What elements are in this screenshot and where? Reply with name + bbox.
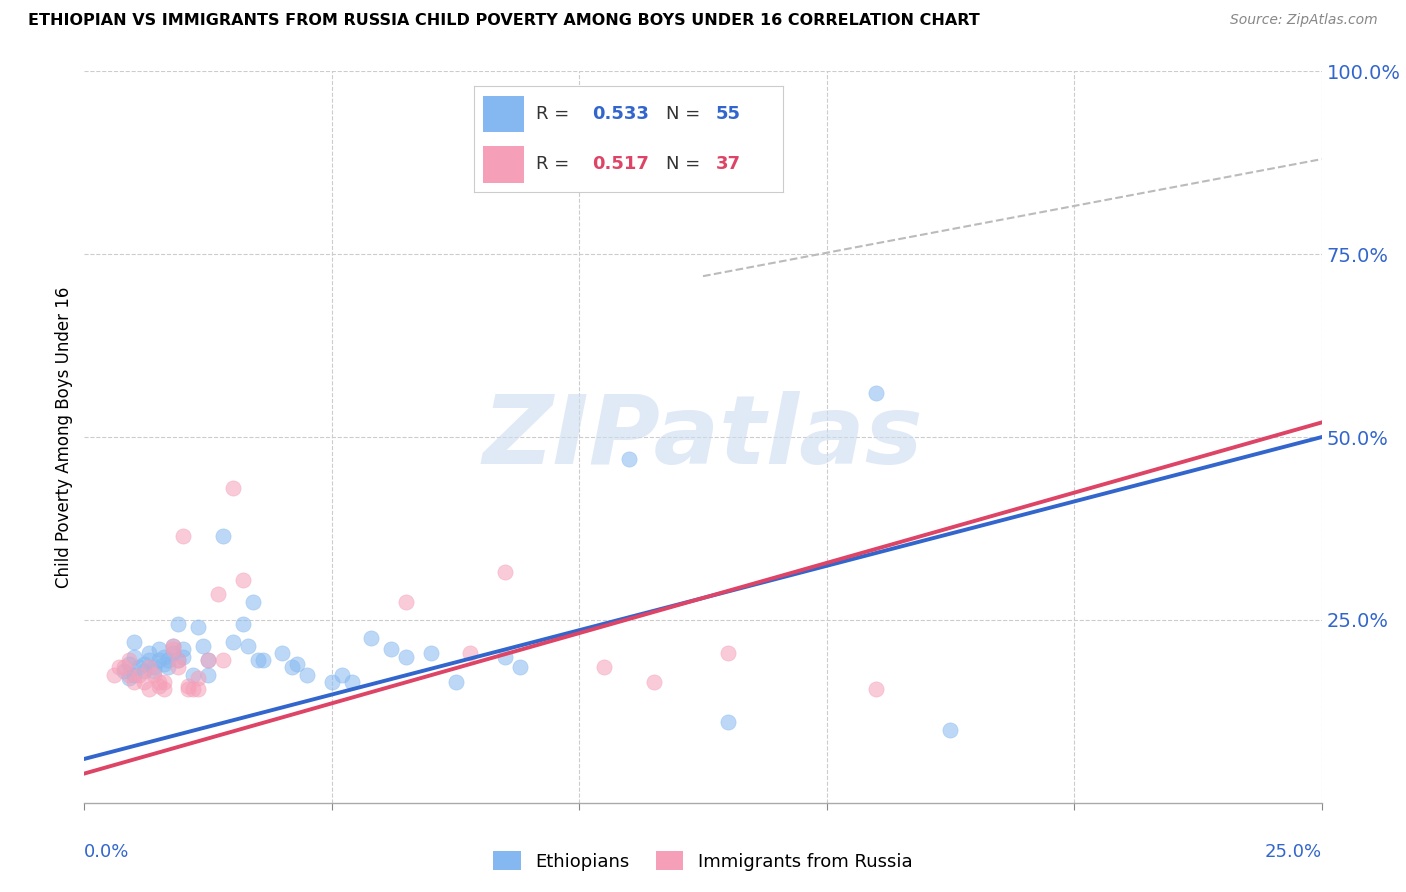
- Point: [242, 594, 264, 608]
- Point: [148, 642, 170, 657]
- Point: [252, 653, 274, 667]
- Point: [162, 646, 184, 660]
- Point: [212, 529, 235, 543]
- Text: 25.0%: 25.0%: [1264, 843, 1322, 861]
- Point: [122, 675, 145, 690]
- Point: [112, 664, 135, 678]
- Point: [177, 682, 200, 697]
- Point: [167, 653, 190, 667]
- Point: [321, 675, 343, 690]
- Point: [172, 642, 194, 657]
- Point: [494, 566, 516, 580]
- Point: [494, 649, 516, 664]
- Point: [395, 649, 418, 664]
- Point: [865, 386, 887, 401]
- Point: [157, 660, 180, 674]
- Point: [167, 660, 190, 674]
- Point: [122, 667, 145, 681]
- Point: [162, 639, 184, 653]
- Point: [181, 667, 204, 681]
- Point: [177, 679, 200, 693]
- Point: [187, 672, 209, 686]
- Point: [187, 682, 209, 697]
- Text: 0.0%: 0.0%: [84, 843, 129, 861]
- Point: [152, 657, 174, 671]
- Point: [285, 657, 308, 671]
- Point: [460, 646, 482, 660]
- Legend: Ethiopians, Immigrants from Russia: Ethiopians, Immigrants from Russia: [486, 844, 920, 878]
- Point: [222, 635, 245, 649]
- Point: [112, 660, 135, 674]
- Point: [395, 594, 418, 608]
- Point: [148, 679, 170, 693]
- Point: [118, 667, 141, 681]
- Point: [162, 639, 184, 653]
- Point: [717, 646, 740, 660]
- Point: [232, 616, 254, 631]
- Point: [132, 657, 155, 671]
- Point: [181, 682, 204, 697]
- Point: [172, 529, 194, 543]
- Point: [122, 649, 145, 664]
- Text: ETHIOPIAN VS IMMIGRANTS FROM RUSSIA CHILD POVERTY AMONG BOYS UNDER 16 CORRELATIO: ETHIOPIAN VS IMMIGRANTS FROM RUSSIA CHIL…: [28, 13, 980, 29]
- Point: [380, 642, 402, 657]
- Point: [212, 653, 235, 667]
- Point: [172, 649, 194, 664]
- Point: [157, 653, 180, 667]
- Point: [360, 632, 382, 646]
- Point: [152, 682, 174, 697]
- Point: [236, 639, 259, 653]
- Point: [162, 642, 184, 657]
- Point: [108, 660, 131, 674]
- Point: [330, 667, 353, 681]
- Point: [593, 660, 616, 674]
- Point: [643, 675, 665, 690]
- Point: [167, 616, 190, 631]
- Point: [232, 573, 254, 587]
- Point: [187, 620, 209, 634]
- Point: [191, 639, 214, 653]
- Point: [148, 675, 170, 690]
- Point: [152, 649, 174, 664]
- Point: [138, 682, 160, 697]
- Point: [865, 682, 887, 697]
- Y-axis label: Child Poverty Among Boys Under 16: Child Poverty Among Boys Under 16: [55, 286, 73, 588]
- Point: [419, 646, 441, 660]
- Point: [509, 660, 531, 674]
- Point: [197, 667, 219, 681]
- Text: Source: ZipAtlas.com: Source: ZipAtlas.com: [1230, 13, 1378, 28]
- Point: [132, 675, 155, 690]
- Point: [138, 646, 160, 660]
- Point: [246, 653, 269, 667]
- Point: [142, 667, 165, 681]
- Point: [128, 667, 150, 681]
- Point: [122, 635, 145, 649]
- Text: ZIPatlas: ZIPatlas: [482, 391, 924, 483]
- Point: [103, 667, 125, 681]
- Point: [138, 653, 160, 667]
- Point: [939, 723, 962, 737]
- Point: [717, 715, 740, 730]
- Point: [197, 653, 219, 667]
- Point: [138, 660, 160, 674]
- Point: [142, 664, 165, 678]
- Point: [207, 587, 229, 601]
- Point: [118, 653, 141, 667]
- Point: [142, 660, 165, 674]
- Point: [295, 667, 318, 681]
- Point: [118, 657, 141, 671]
- Point: [444, 675, 467, 690]
- Point: [132, 664, 155, 678]
- Point: [148, 653, 170, 667]
- Point: [197, 653, 219, 667]
- Point: [167, 653, 190, 667]
- Point: [271, 646, 294, 660]
- Point: [152, 675, 174, 690]
- Point: [118, 672, 141, 686]
- Point: [281, 660, 304, 674]
- Point: [340, 675, 363, 690]
- Point: [128, 660, 150, 674]
- Point: [222, 481, 245, 495]
- Point: [617, 452, 640, 467]
